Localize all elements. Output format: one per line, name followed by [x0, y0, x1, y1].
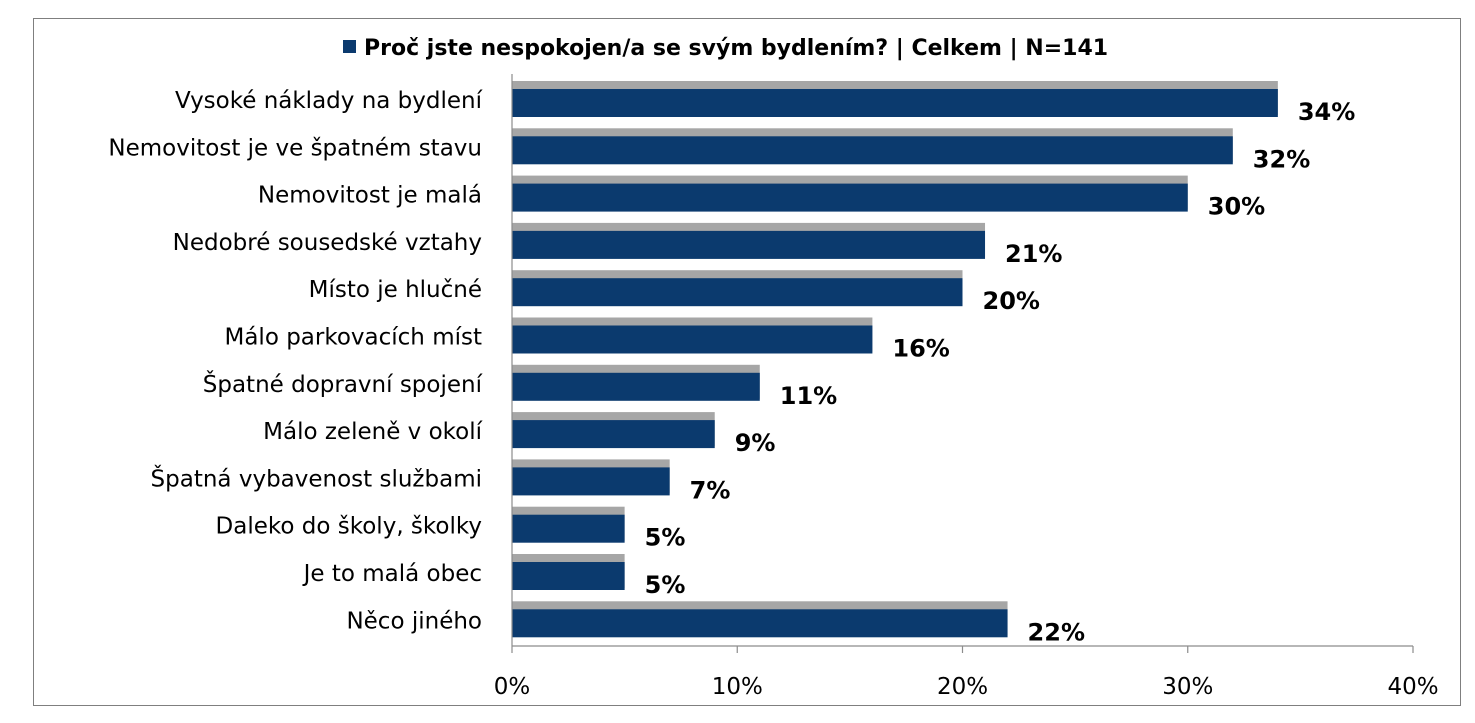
- data-label: 7%: [690, 476, 731, 504]
- data-label: 16%: [892, 335, 949, 363]
- bar-10: [512, 514, 625, 543]
- category-label: Nemovitost je malá: [258, 183, 482, 209]
- category-label: Něco jiného: [346, 608, 482, 634]
- category-label: Místo je hlučné: [309, 277, 482, 303]
- data-label: 21%: [1005, 240, 1062, 268]
- category-label: Daleko do školy, školky: [216, 514, 482, 540]
- x-tick-label: 0%: [494, 674, 531, 700]
- legend-swatch: [343, 40, 356, 53]
- x-tick-label: 20%: [937, 674, 988, 700]
- bar-1: [512, 89, 1278, 117]
- data-label: 11%: [780, 382, 837, 410]
- bar-11: [512, 562, 625, 590]
- data-label: 34%: [1298, 98, 1355, 126]
- category-label: Vysoké náklady na bydlení: [175, 88, 483, 114]
- bar-8: [512, 420, 715, 449]
- data-label: 32%: [1253, 145, 1310, 173]
- data-label: 20%: [983, 287, 1040, 315]
- bar-4: [512, 230, 986, 259]
- data-label: 22%: [1028, 618, 1085, 646]
- bar-5: [512, 278, 963, 307]
- x-tick-label: 40%: [1387, 674, 1438, 700]
- bar-9: [512, 467, 670, 496]
- category-label: Je to malá obec: [302, 561, 482, 587]
- category-label: Špatné dopravní spojení: [203, 370, 483, 398]
- data-label: 5%: [645, 524, 686, 552]
- x-tick-label: 30%: [1162, 674, 1213, 700]
- category-label: Nedobré sousedské vztahy: [173, 230, 482, 256]
- data-label: 30%: [1208, 193, 1265, 221]
- bar-3: [512, 183, 1188, 212]
- category-label: Špatná vybavenost službami: [151, 464, 482, 492]
- legend-label: Proč jste nespokojen/a se svým bydlením?…: [364, 36, 1108, 61]
- x-tick-label: 10%: [712, 674, 763, 700]
- bar-2: [512, 136, 1233, 165]
- bar-12: [512, 609, 1008, 638]
- category-label: Málo parkovacích míst: [224, 325, 482, 351]
- data-label: 5%: [645, 571, 686, 599]
- data-label: 9%: [735, 429, 776, 457]
- category-label: Málo zeleně v okolí: [263, 419, 482, 445]
- bar-7: [512, 372, 760, 401]
- category-label: Nemovitost je ve špatném stavu: [108, 135, 482, 161]
- bar-6: [512, 325, 873, 354]
